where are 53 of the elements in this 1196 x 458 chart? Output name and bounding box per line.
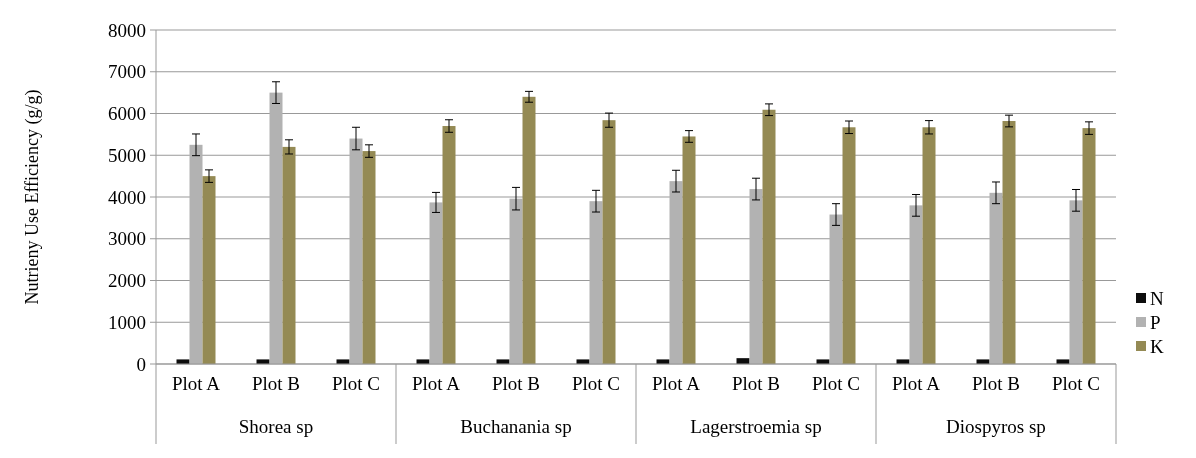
x-tick-label: Plot B (731, 373, 781, 394)
x-tick-label: Plot A (891, 373, 941, 394)
y-tick-label: 3000 (108, 228, 146, 250)
y-tick-label: 5000 (108, 144, 146, 166)
y-tick-label: 4000 (108, 186, 146, 208)
bar (682, 136, 696, 364)
bar (909, 205, 923, 364)
bar (842, 127, 856, 364)
bar (1069, 200, 1083, 364)
y-tick-label: 8000 (108, 19, 146, 41)
bar (522, 96, 536, 364)
bar (749, 189, 763, 364)
legend-label: N (1150, 287, 1164, 309)
legend-label: K (1150, 335, 1164, 357)
bar (989, 192, 1003, 364)
x-tick-label: Plot A (411, 373, 461, 394)
y-tick-label: 1000 (108, 311, 146, 333)
text: Buchanania sp (460, 416, 572, 437)
bar (1082, 128, 1096, 364)
bar (429, 202, 443, 364)
y-tick-label: 7000 (108, 61, 146, 83)
x-tick-label: Plot C (331, 373, 381, 394)
y-tick-label: 6000 (108, 103, 146, 125)
bar (589, 201, 603, 364)
text: Shorea sp (238, 416, 314, 437)
x-tick-label: Plot A (171, 373, 221, 394)
bar (202, 176, 216, 364)
bar (762, 109, 776, 364)
bar (602, 120, 616, 364)
bar (349, 138, 363, 364)
bar (829, 214, 843, 364)
bar (189, 144, 203, 364)
legend-label: P (1150, 311, 1161, 333)
bar (669, 181, 683, 364)
y-tick-label: 2000 (108, 270, 146, 292)
x-tick-label: Plot A (651, 373, 701, 394)
bar (282, 146, 296, 364)
text: Diospyros sp (946, 416, 1046, 437)
text: Lagerstroemia sp (690, 416, 822, 437)
bar (509, 198, 523, 364)
x-tick-label: Plot B (251, 373, 301, 394)
bar (1002, 121, 1016, 364)
x-tick-label: Plot C (1051, 373, 1101, 394)
bar (269, 92, 283, 364)
x-tick-label: Plot B (491, 373, 541, 394)
bar (442, 126, 456, 364)
x-tick-label: Plot C (571, 373, 621, 394)
x-tick-label: Plot C (811, 373, 861, 394)
x-tick-label: Plot B (971, 373, 1021, 394)
bar (922, 127, 936, 364)
bar (362, 151, 376, 364)
y-tick-label: 0 (136, 353, 146, 375)
y-axis-title: Nutrieny Use Efficiency (g/g) (22, 89, 43, 305)
